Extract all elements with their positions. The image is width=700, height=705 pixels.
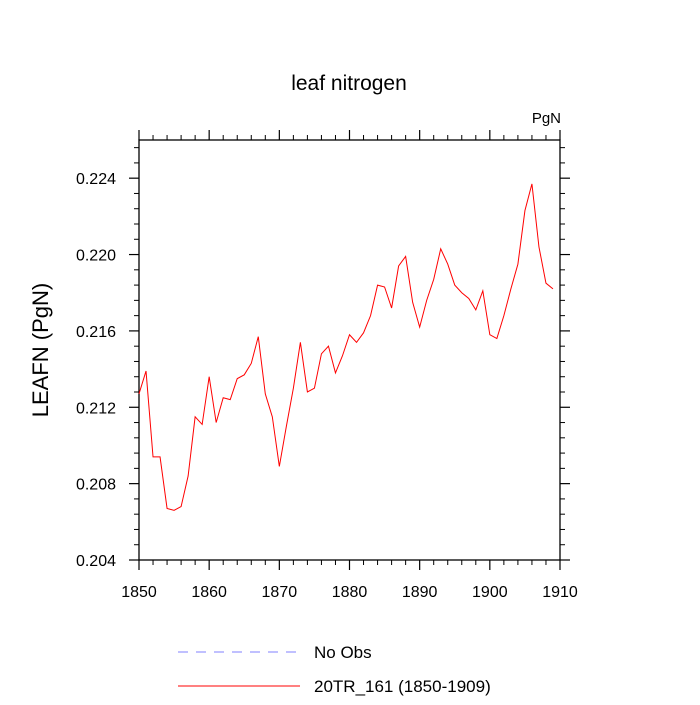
x-tick-label: 1880: [332, 584, 368, 601]
units-label: PgN: [532, 110, 561, 127]
series-layer: [138, 183, 554, 511]
y-tick-label: 0.224: [76, 171, 116, 188]
legend: No Obs 20TR_161 (1850-1909): [178, 643, 491, 696]
x-tick-label: 1850: [121, 584, 157, 601]
x-tick-label: 1890: [402, 584, 438, 601]
x-tick-label: 1860: [191, 584, 227, 601]
x-tick-label: 1900: [472, 584, 508, 601]
y-tick-label: 0.216: [76, 324, 116, 341]
y-tick-label: 0.212: [76, 400, 116, 417]
series-line-1: [138, 183, 554, 511]
y-tick-label: 0.204: [76, 553, 116, 570]
y-tick-label: 0.208: [76, 477, 116, 494]
x-tick-label: 1910: [542, 584, 578, 601]
legend-label-no-obs: No Obs: [314, 643, 372, 662]
legend-label-20tr-161: 20TR_161 (1850-1909): [314, 677, 491, 696]
y-tick-label: 0.220: [76, 248, 116, 265]
y-axis-label: LEAFN (PgN): [28, 283, 53, 417]
chart-title: leaf nitrogen: [291, 72, 407, 95]
plot-frame: [138, 139, 561, 561]
ticks-layer: 1850 1860 1870 1880 1890 1900 1910 0.204 0.208 0.…: [76, 130, 578, 601]
x-tick-label: 1870: [262, 584, 298, 601]
